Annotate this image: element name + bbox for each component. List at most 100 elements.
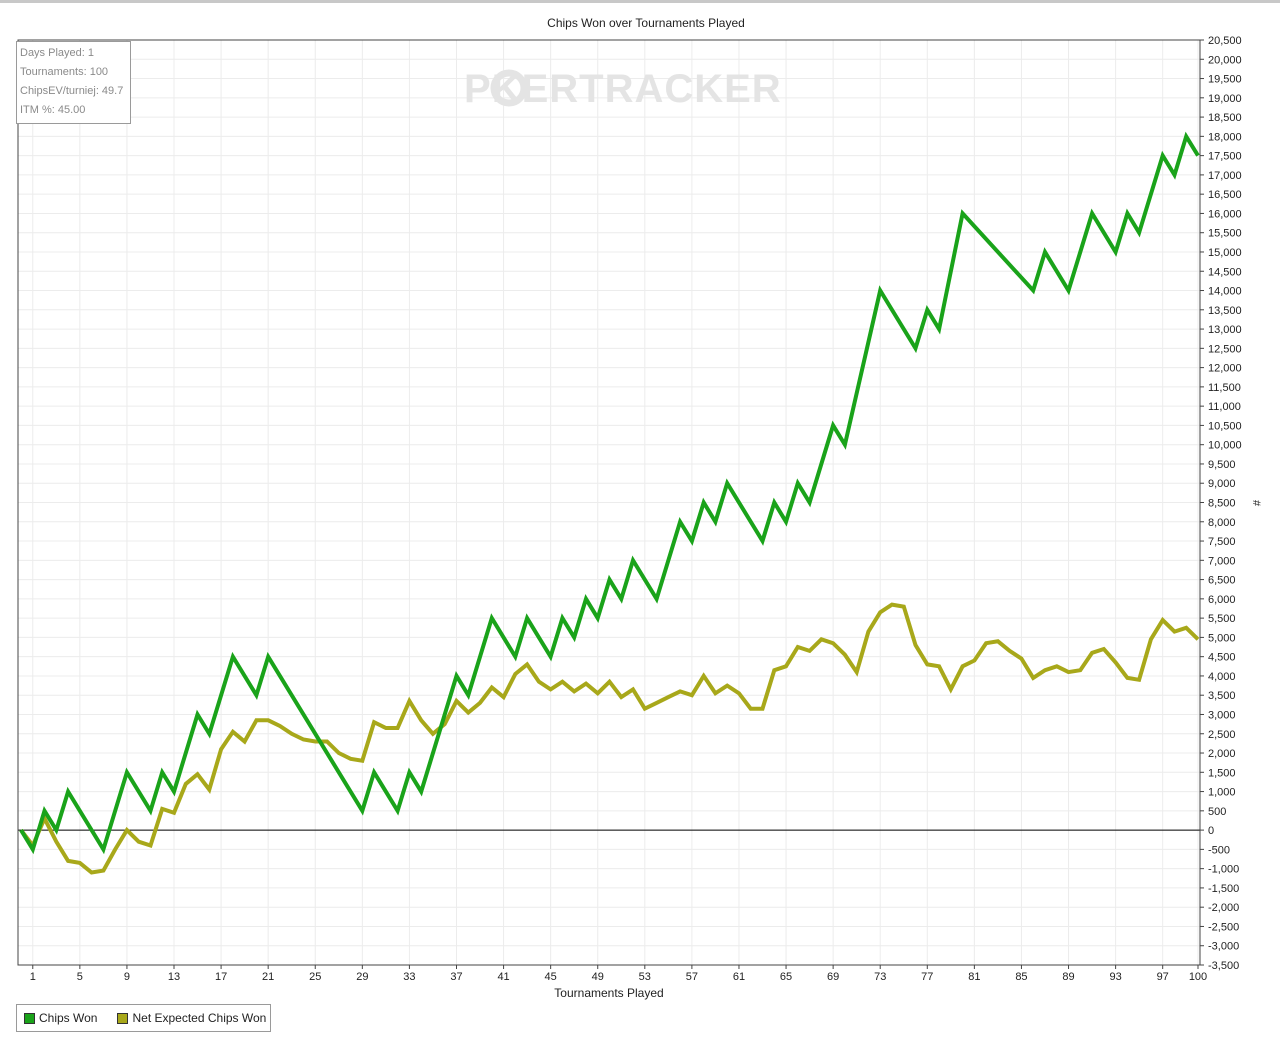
x-tick-label: 1 bbox=[30, 971, 36, 983]
y-tick-label: 4,500 bbox=[1208, 652, 1236, 664]
watermark-tracker: TRACKER bbox=[579, 67, 782, 111]
y-tick-label: 3,000 bbox=[1208, 709, 1236, 721]
y-tick-label: -3,000 bbox=[1208, 941, 1239, 953]
x-tick-label: 5 bbox=[77, 971, 83, 983]
y-tick-label: 7,000 bbox=[1208, 555, 1236, 567]
y-tick-label: 1,500 bbox=[1208, 767, 1236, 779]
x-tick-label: 17 bbox=[215, 971, 227, 983]
y-axis-ticks: 20,500 20,000 19,500 19,000 18,500 18,000 17,5… bbox=[1200, 35, 1242, 972]
chart-title: Chips Won over Tournaments Played bbox=[547, 16, 745, 30]
y-tick-label: 5,000 bbox=[1208, 632, 1236, 644]
y-tick-label: 3,500 bbox=[1208, 690, 1236, 702]
y-tick-label: 6,000 bbox=[1208, 594, 1236, 606]
y-tick-label: 6,500 bbox=[1208, 575, 1236, 587]
grid bbox=[18, 39, 1200, 966]
y-tick-label: 17,500 bbox=[1208, 151, 1242, 163]
x-tick-label: 37 bbox=[450, 971, 462, 983]
y-tick-label: 20,000 bbox=[1208, 54, 1242, 66]
watermark-chip-icon bbox=[490, 69, 528, 107]
x-tick-label: 57 bbox=[686, 971, 698, 983]
x-tick-label: 9 bbox=[124, 971, 130, 983]
y-tick-label: 2,500 bbox=[1208, 729, 1236, 741]
y-tick-label: 20,500 bbox=[1208, 35, 1242, 47]
y-tick-label: 9,500 bbox=[1208, 459, 1236, 471]
y-tick-label: 14,500 bbox=[1208, 266, 1242, 278]
x-tick-label: 97 bbox=[1157, 971, 1169, 983]
y-tick-label: 19,000 bbox=[1208, 93, 1242, 105]
y-tick-label: 8,500 bbox=[1208, 498, 1236, 510]
y-tick-label: 4,000 bbox=[1208, 671, 1236, 683]
y-tick-label: -1,000 bbox=[1208, 864, 1239, 876]
y-tick-label: -2,500 bbox=[1208, 921, 1239, 933]
x-tick-label: 45 bbox=[545, 971, 557, 983]
y-tick-label: 1,000 bbox=[1208, 787, 1236, 799]
net-expected-swatch-icon bbox=[117, 1012, 129, 1024]
y-tick-label: 10,000 bbox=[1208, 440, 1242, 452]
x-tick-label: 13 bbox=[168, 971, 180, 983]
y-tick-label: -1,500 bbox=[1208, 883, 1239, 895]
x-tick-label: 85 bbox=[1015, 971, 1027, 983]
y-tick-label: 16,000 bbox=[1208, 208, 1242, 220]
y-tick-label: -2,000 bbox=[1208, 902, 1239, 914]
x-tick-label: 49 bbox=[592, 971, 604, 983]
y-tick-label: 0 bbox=[1208, 825, 1214, 837]
y-tick-label: 500 bbox=[1208, 806, 1226, 818]
y-tick-label: 17,000 bbox=[1208, 170, 1242, 182]
legend-item-net-expected[interactable]: Net Expected Chips Won bbox=[117, 1011, 266, 1025]
x-tick-label: 29 bbox=[356, 971, 368, 983]
y-tick-label: 2,000 bbox=[1208, 748, 1236, 760]
x-axis-ticks: 1 5 9 13 17 21 25 29 33 37 41 45 49 53 57 61 65 69 73 77 81 8… bbox=[30, 965, 1207, 983]
watermark-p: P bbox=[464, 67, 492, 111]
y-tick-label: 19,500 bbox=[1208, 74, 1242, 86]
x-axis-title: Tournaments Played bbox=[554, 986, 663, 1000]
x-tick-label: 25 bbox=[309, 971, 321, 983]
y-tick-label: 15,000 bbox=[1208, 247, 1242, 259]
x-tick-label: 81 bbox=[968, 971, 980, 983]
x-tick-label: 93 bbox=[1109, 971, 1121, 983]
x-tick-label: 41 bbox=[497, 971, 509, 983]
series bbox=[19, 131, 1200, 875]
legend: Chips Won Net Expected Chips Won bbox=[16, 1004, 271, 1032]
chips-won-swatch-icon bbox=[24, 1012, 35, 1024]
x-tick-label: 69 bbox=[827, 971, 839, 983]
x-tick-label: 100 bbox=[1189, 971, 1207, 983]
x-tick-label: 61 bbox=[733, 971, 745, 983]
y-tick-label: 5,500 bbox=[1208, 613, 1236, 625]
y-tick-label: 16,500 bbox=[1208, 189, 1242, 201]
tournaments-stat: Tournaments: 100 bbox=[20, 66, 109, 78]
chips-ev-stat: ChipsEV/turniej: 49.7 bbox=[20, 85, 124, 97]
itm-stat: ITM %: 45.00 bbox=[20, 104, 86, 116]
y-tick-label: 15,500 bbox=[1208, 228, 1242, 240]
y-tick-label: 13,500 bbox=[1208, 305, 1242, 317]
x-tick-label: 21 bbox=[262, 971, 274, 983]
y-tick-label: 9,000 bbox=[1208, 478, 1236, 490]
y-tick-label: -500 bbox=[1208, 844, 1230, 856]
x-tick-label: 53 bbox=[639, 971, 651, 983]
legend-label-net-expected: Net Expected Chips Won bbox=[132, 1011, 267, 1025]
x-tick-label: 73 bbox=[874, 971, 886, 983]
series-line-chips-won bbox=[19, 131, 1200, 855]
y-tick-label: 11,500 bbox=[1208, 382, 1241, 394]
x-tick-label: 77 bbox=[921, 971, 933, 983]
x-tick-label: 65 bbox=[780, 971, 792, 983]
y-tick-label: 8,000 bbox=[1208, 517, 1236, 529]
stats-box: Days Played: 1 Tournaments: 100 ChipsEV/… bbox=[16, 41, 131, 124]
series-line-net-expected bbox=[19, 602, 1200, 875]
days-played-stat: Days Played: 1 bbox=[20, 47, 94, 59]
x-tick-label: 89 bbox=[1062, 971, 1074, 983]
y-tick-label: 14,000 bbox=[1208, 286, 1242, 298]
y-tick-label: 18,500 bbox=[1208, 112, 1242, 124]
x-tick-label: 33 bbox=[403, 971, 415, 983]
legend-item-chips-won[interactable]: Chips Won bbox=[24, 1011, 97, 1025]
y-axis-unit-label: # bbox=[1250, 500, 1262, 507]
y-tick-label: 13,000 bbox=[1208, 324, 1242, 336]
y-tick-label: 12,000 bbox=[1208, 363, 1242, 375]
legend-label-chips-won: Chips Won bbox=[39, 1011, 98, 1025]
y-tick-label: 12,500 bbox=[1208, 343, 1242, 355]
y-tick-label: 7,500 bbox=[1208, 536, 1236, 548]
y-tick-label: 18,000 bbox=[1208, 131, 1242, 143]
y-tick-label: -3,500 bbox=[1208, 960, 1239, 972]
y-tick-label: 10,500 bbox=[1208, 420, 1242, 432]
top-border bbox=[0, 0, 1280, 3]
